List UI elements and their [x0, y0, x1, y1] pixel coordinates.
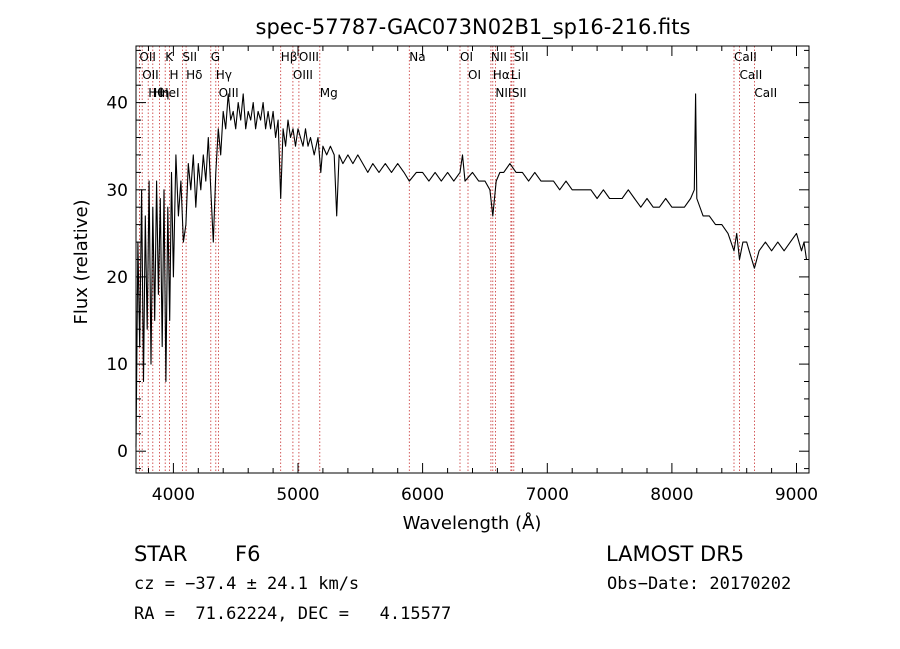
line-label-CaII: CaII [740, 68, 763, 82]
y-axis: 0 10 20 30 40 [106, 49, 809, 470]
line-label-SII: SII [182, 50, 197, 64]
y-tick-label: 0 [117, 442, 128, 462]
line-label-Na: Na [409, 50, 425, 64]
line-label-G: G [211, 50, 220, 64]
x-tick-label: 6000 [401, 485, 444, 505]
spectral-line-markers [138, 46, 755, 473]
spectrum-line-0 [135, 93, 808, 447]
line-label-Hθ: Hθ [148, 86, 164, 100]
redshift-velocity: cz = −37.4 ± 24.1 km/s [134, 574, 360, 594]
line-label-HeI: HeI [160, 86, 180, 100]
line-label-Li: Li [511, 68, 521, 82]
x-axis-label: Wavelength (Å) [403, 512, 542, 534]
survey-name: LAMOST DR5 [606, 542, 745, 566]
coordinates: RA = 71.62224, DEC = 4.15577 [134, 604, 452, 624]
y-tick-label: 30 [106, 181, 128, 201]
line-label-Hα: Hα [493, 68, 510, 82]
line-label-CaII: CaII [754, 86, 777, 100]
line-label-Hγ: Hγ [216, 68, 232, 82]
line-label-OIII: OIII [299, 50, 319, 64]
line-label-H: H [170, 68, 179, 82]
x-axis: 4000 5000 6000 7000 8000 9000 [148, 46, 818, 505]
x-tick-label: 7000 [526, 485, 569, 505]
line-label-Hδ: Hδ [186, 68, 202, 82]
line-label-Hη: Hη [153, 86, 170, 100]
x-tick-label: 8000 [650, 485, 693, 505]
observation-date: Obs−Date: 20170202 [607, 574, 792, 594]
line-label-K: K [165, 50, 174, 64]
object-class: STAR [134, 542, 188, 566]
line-label-OI: OI [460, 50, 473, 64]
y-axis-label: Flux (relative) [71, 199, 92, 324]
y-tick-label: 20 [106, 268, 128, 288]
line-label-OIII: OIII [293, 68, 313, 82]
line-label-OI: OI [468, 68, 481, 82]
y-tick-label: 40 [106, 94, 128, 114]
line-label-OIII: OIII [219, 86, 239, 100]
line-label-Mg: Mg [320, 86, 338, 100]
x-tick-label: 9000 [775, 485, 818, 505]
spectrum-series [135, 93, 808, 447]
line-label-CaII: CaII [734, 50, 757, 64]
line-label-OII: OII [139, 50, 156, 64]
line-label-NII: NII [491, 50, 507, 64]
x-tick-label: 4000 [152, 485, 195, 505]
line-label-NII: NII [495, 86, 511, 100]
y-tick-label: 10 [106, 355, 128, 375]
line-label-Hβ: Hβ [281, 50, 298, 64]
x-tick-label: 5000 [276, 485, 319, 505]
line-label-OII: OII [142, 68, 159, 82]
spectral-subclass: F6 [235, 542, 261, 566]
spectral-line-labels: OIIOIIHθHηHeIKHSIIHδGHγOIIIHβOIIIOIIIMgN… [139, 50, 777, 100]
line-label-SII: SII [512, 86, 527, 100]
chart-title: spec-57787-GAC073N02B1_sp16-216.fits [256, 15, 691, 40]
line-label-SII: SII [514, 50, 529, 64]
